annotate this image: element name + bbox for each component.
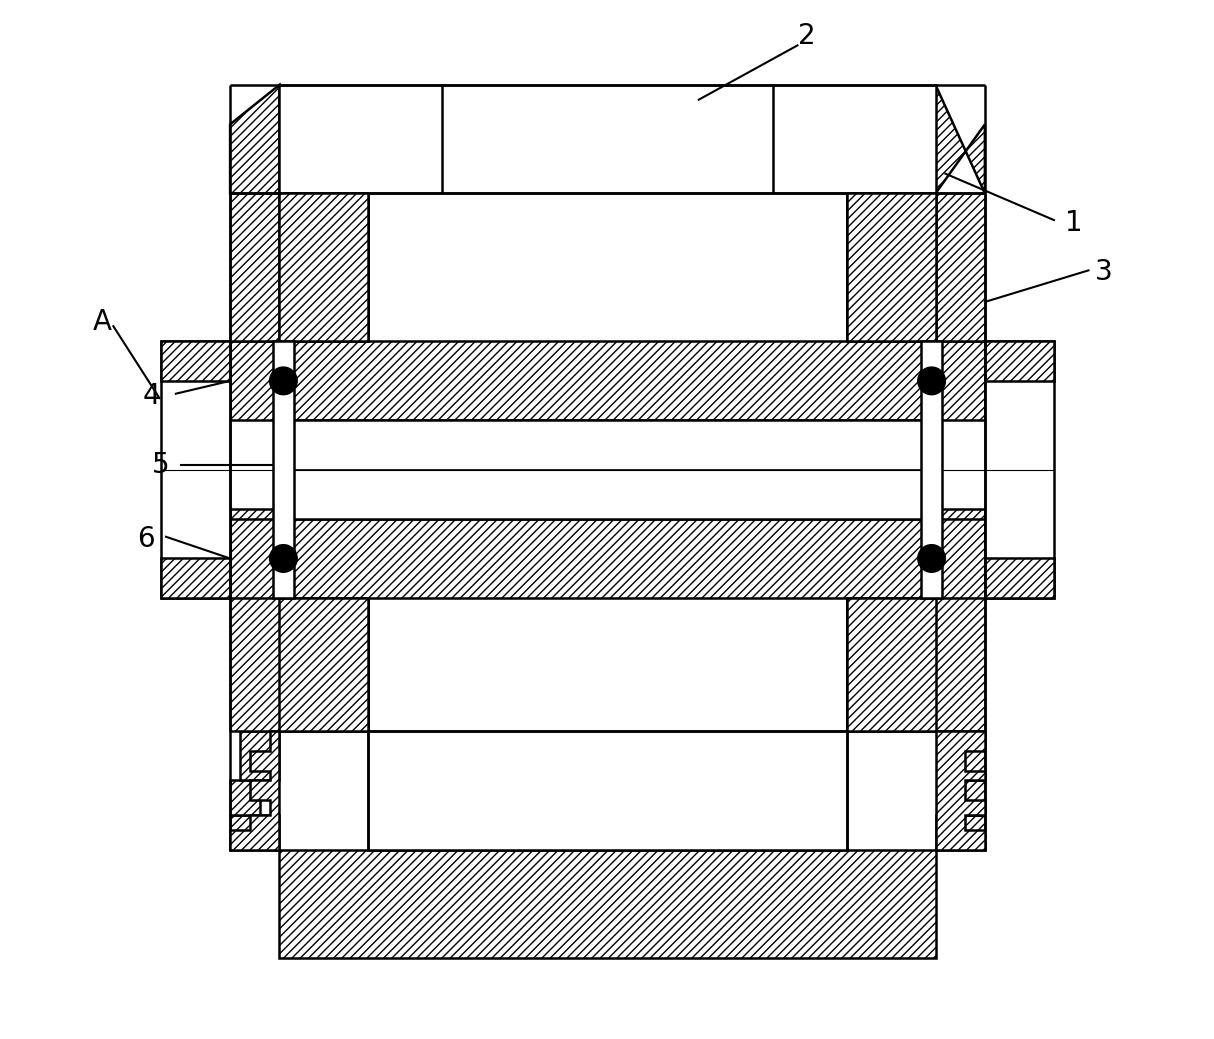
- Bar: [161, 342, 231, 381]
- Circle shape: [270, 367, 297, 395]
- Text: 2: 2: [799, 22, 816, 50]
- Bar: [846, 193, 985, 342]
- Bar: [985, 342, 1054, 597]
- Circle shape: [918, 367, 946, 395]
- Polygon shape: [231, 85, 279, 193]
- Bar: [846, 597, 936, 731]
- Bar: [272, 342, 294, 597]
- Polygon shape: [936, 85, 985, 193]
- Bar: [955, 780, 985, 815]
- Text: 6: 6: [137, 525, 155, 553]
- Polygon shape: [936, 731, 985, 850]
- Bar: [985, 559, 1054, 597]
- Bar: [231, 193, 368, 342]
- Text: 1: 1: [1065, 209, 1083, 237]
- Bar: [161, 342, 231, 597]
- Bar: [231, 815, 279, 850]
- Bar: [279, 193, 368, 342]
- Bar: [936, 815, 985, 850]
- Bar: [920, 342, 942, 597]
- Circle shape: [270, 544, 297, 572]
- Bar: [279, 850, 936, 958]
- Bar: [279, 597, 368, 731]
- Bar: [846, 509, 985, 731]
- Bar: [231, 342, 985, 421]
- Polygon shape: [231, 731, 279, 850]
- Bar: [231, 520, 985, 597]
- Bar: [240, 731, 279, 780]
- Bar: [231, 509, 368, 731]
- Bar: [231, 780, 260, 815]
- Bar: [946, 731, 985, 780]
- Text: 4: 4: [142, 381, 160, 409]
- Text: A: A: [92, 308, 112, 336]
- Circle shape: [918, 544, 946, 572]
- Bar: [846, 193, 936, 342]
- Bar: [161, 559, 231, 597]
- Bar: [368, 731, 846, 850]
- Bar: [279, 85, 936, 193]
- Bar: [985, 342, 1054, 381]
- Bar: [279, 421, 936, 520]
- Text: 3: 3: [1094, 259, 1112, 287]
- Text: 5: 5: [152, 451, 170, 479]
